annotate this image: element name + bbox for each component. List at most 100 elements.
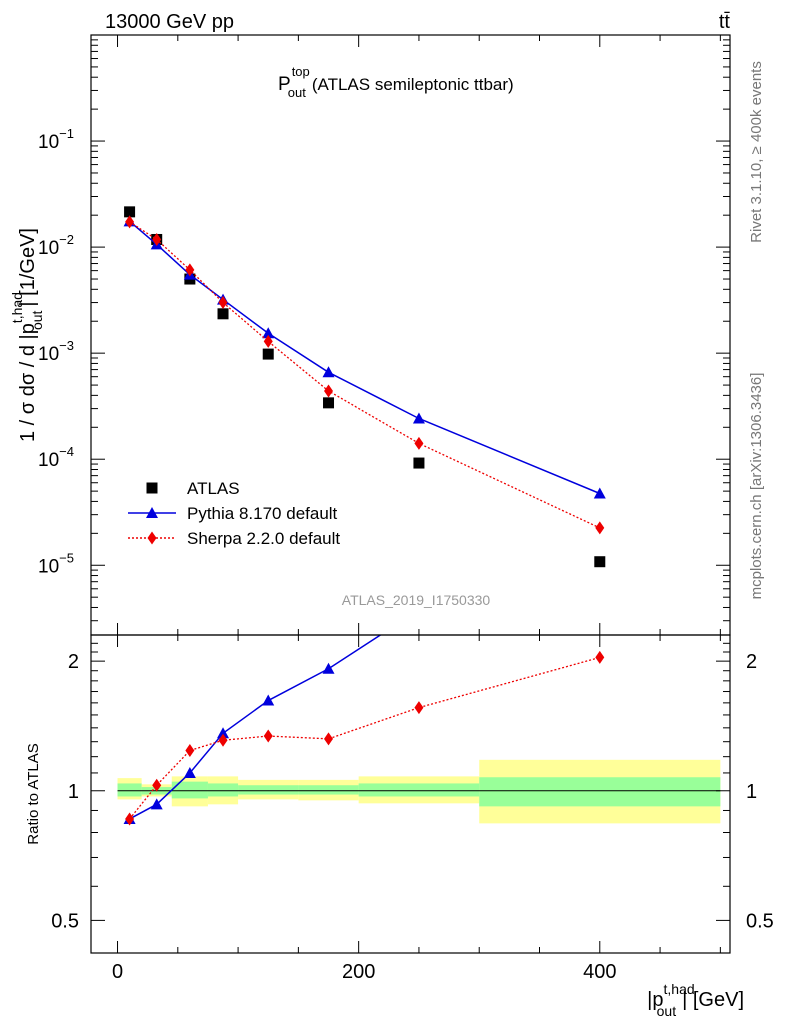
ratio-axis-label: Ratio to ATLAS [25,743,42,844]
x-axis-label-pre: |p [647,989,663,1011]
ratio-tick-label-left: 1 [68,781,79,803]
y-tick-label-mantissa: 10 [38,344,59,365]
y-axis-label: 1 / σ dσ / d |pt,had out | [1/GeV] [9,228,45,442]
ratio-point [183,766,196,778]
data-point [185,263,195,277]
data-point [323,397,335,409]
ratio-series-pythia-8-170-default [123,508,606,824]
ratio-tick-label-right: 0.5 [746,910,774,932]
data-point [152,232,162,246]
series-sherpa-2-2-0-default [125,215,605,535]
y-tick-label-exponent: −4 [59,444,74,459]
x-tick-label: 400 [583,961,616,983]
process-label: tt̄ [719,11,731,33]
y-tick-label: 10−4 [38,444,74,471]
y-tick-label: 10−5 [38,550,74,577]
ratio-series-sherpa-2-2-0-default [125,650,605,826]
data-point [414,436,424,450]
data-point [125,215,135,229]
legend-label: Sherpa 2.2.0 default [187,529,340,548]
ratio-tick-label-right: 1 [746,781,757,803]
ratio-tick-label-left: 2 [68,651,79,673]
uncertainty-band-inner [171,781,208,799]
ratio-point [218,733,228,747]
y-axis-label-pre: 1 / σ dσ / d |p [17,323,39,442]
legend-label: Pythia 8.170 default [187,504,338,523]
ratio-point [217,727,230,739]
y-tick-label-exponent: −2 [59,232,74,247]
panel-title-sub: out [288,85,306,100]
x-tick-label: 0 [112,961,123,983]
x-axis-label-sub: out [657,1003,677,1019]
ratio-point [595,650,605,664]
legend-marker [146,482,158,494]
series-line [129,220,601,495]
ratio-point [322,662,335,674]
uncertainty-band-inner [238,785,299,795]
legend-marker [146,507,158,518]
panel-title-suffix: (ATLAS semileptonic ttbar) [312,75,514,94]
y-axis-label-post: | [1/GeV] [17,228,39,307]
ratio-point [152,778,162,792]
data-point [217,308,229,320]
uncertainty-band-inner [298,785,359,795]
ratio-point [263,729,273,743]
ratio-point [594,508,606,519]
data-point [262,348,274,360]
y-tick-label-exponent: −5 [59,550,74,565]
ratio-tick-label-left: 0.5 [51,910,79,932]
panel-title-base: P [278,74,291,95]
uncertainty-band-inner [479,777,721,807]
data-point [324,384,334,398]
x-axis-label: |pt,had out | [GeV] [647,981,744,1019]
uncertainty-band-inner [117,783,142,797]
y-tick-label-mantissa: 10 [38,238,59,259]
data-point [262,327,275,339]
analysis-id: ATLAS_2019_I1750330 [342,592,491,608]
y-tick-label-mantissa: 10 [38,450,59,471]
ratio-point [414,701,424,715]
y-tick-label-mantissa: 10 [38,132,59,153]
y-tick-label: 10−1 [38,126,74,153]
data-point [124,206,136,218]
x-axis-label-post: | [GeV] [682,989,744,1011]
mcplots-label: mcplots.cern.ch [arXiv:1306.3436] [748,373,765,600]
data-point [413,457,425,469]
ratio-point [185,744,195,758]
y-axis-label-sub: out [29,310,45,330]
ratio-panel: 0 200 400 0.5 0.5 1 1 2 2 Ratio to ATLAS |pt,had… [25,508,774,1019]
y-tick-label-exponent: −1 [59,126,74,141]
energy-label: 13000 GeV pp [105,11,234,33]
ratio-tick-label-right: 2 [746,651,757,673]
data-point [218,296,228,310]
uncertainty-band-inner [358,783,480,797]
data-point [412,412,425,424]
x-axis-label-sup: t,had [664,981,695,997]
series-line [129,221,601,529]
ratio-point [324,732,334,746]
data-point [322,366,335,378]
legend-label: ATLAS [187,479,240,498]
legend-marker [147,531,157,545]
legend: ATLAS Pythia 8.170 default Sherpa 2.2.0 de… [128,479,340,548]
data-point [263,334,273,348]
ratio-point [125,812,135,826]
x-tick-label: 200 [342,961,375,983]
ratio-line [129,635,382,820]
series-pythia-8-170-default [123,215,606,499]
y-tick-label-mantissa: 10 [38,556,59,577]
ratio-point [150,798,163,810]
data-point [595,521,605,535]
y-tick-label: 10−3 [38,338,74,365]
data-point [594,556,606,568]
ratio-frame [90,634,731,954]
panel-title-sup: top [292,64,310,79]
ratio-line [129,656,600,820]
panel-title: Ptop out (ATLAS semileptonic ttbar) [278,64,514,100]
main-panel: 10−110−210−310−410−5 Ptop out (ATLAS semil… [9,34,731,636]
y-axis-label-sup: t,had [9,292,25,323]
rivet-label: Rivet 3.1.10, ≥ 400k events [748,61,765,243]
y-tick-label-exponent: −3 [59,338,74,353]
data-point [593,487,606,499]
